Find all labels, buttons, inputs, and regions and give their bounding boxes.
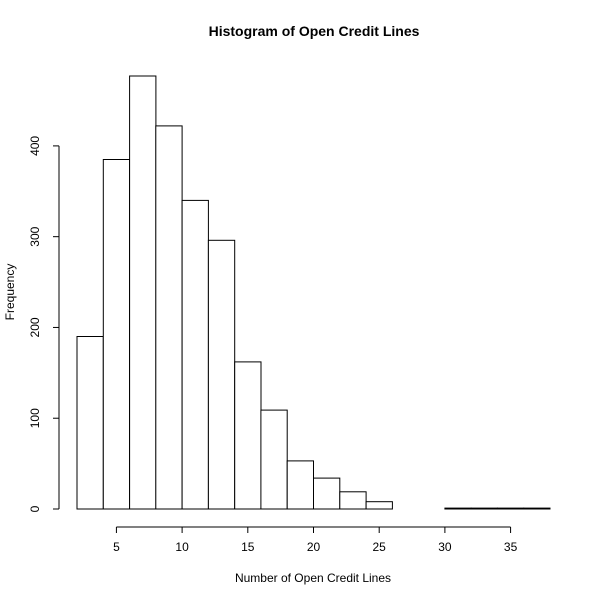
histogram-bar-17: [496, 507, 525, 510]
histogram-bar-10: [313, 477, 341, 510]
x-tick-label: 35: [504, 540, 518, 554]
histogram-bar-8: [260, 409, 288, 510]
y-tick-label: 200: [28, 317, 42, 337]
x-axis: 5 10 15 20 25 30 35: [113, 526, 518, 554]
y-tick-label: 400: [28, 136, 42, 156]
x-tick-label: 15: [241, 540, 255, 554]
y-axis: 0 100 200 300 400: [28, 136, 60, 512]
histogram-bar-6: [207, 239, 236, 510]
histogram-bar-18: [523, 507, 551, 510]
y-tick-label: 0: [28, 505, 42, 512]
x-tick-label: 20: [307, 540, 321, 554]
histogram-bar-15: [444, 507, 472, 510]
x-tick-label: 10: [175, 540, 189, 554]
histogram-bar-2: [102, 159, 131, 510]
histogram-bar-5: [181, 199, 209, 510]
histogram-bar-7: [234, 361, 262, 510]
histogram-bar-3: [129, 75, 157, 510]
y-axis-label: Frequency: [3, 264, 17, 321]
x-tick-label: 30: [438, 540, 452, 554]
histogram-bar-4: [155, 125, 183, 510]
bars-group: [76, 75, 551, 510]
histogram-bar-12: [365, 501, 393, 510]
histogram-bar-1: [76, 336, 104, 510]
histogram-bar-9: [286, 460, 315, 510]
x-tick-label: 5: [113, 540, 120, 554]
x-tick-label: 25: [373, 540, 387, 554]
histogram-bar-11: [339, 491, 367, 510]
histogram-bar-16: [470, 507, 499, 510]
chart-title: Histogram of Open Credit Lines: [209, 23, 420, 39]
x-axis-label: Number of Open Credit Lines: [235, 571, 391, 585]
y-tick-label: 300: [28, 226, 42, 246]
y-tick-label: 100: [28, 408, 42, 428]
